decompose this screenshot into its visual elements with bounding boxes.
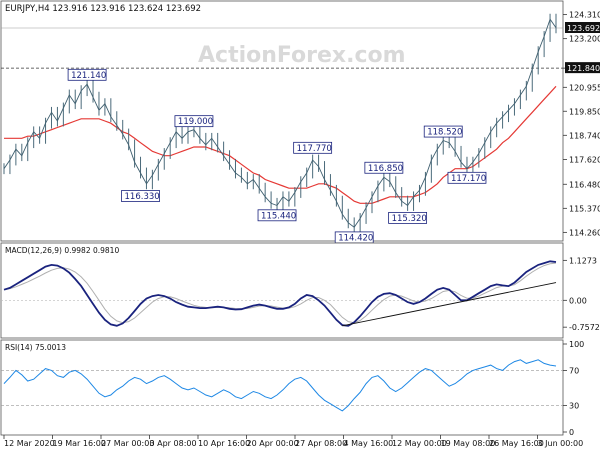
rsi-axis: 100 70 30 0	[563, 340, 584, 437]
time-tick-label: 4 May 16:00	[344, 439, 394, 448]
macd-trendline	[342, 282, 557, 327]
rsi-tick-label: 70	[569, 366, 579, 375]
price-tick-label: 120.955	[569, 83, 600, 92]
rsi-header: RSI(14) 75.0013	[5, 343, 66, 352]
annotation-label: 121.140	[71, 71, 106, 81]
annotation-label: 117.770	[297, 144, 332, 154]
price-tick-label: 114.260	[569, 228, 600, 237]
macd-panel	[0, 242, 564, 339]
price-tick-label: 117.620	[569, 156, 600, 165]
macd-signal-line	[3, 262, 557, 324]
macd-main-line	[3, 260, 557, 327]
annotation-label: 119.000	[178, 117, 213, 127]
annotation-label: 115.320	[392, 214, 427, 224]
time-tick-label: 3 Apr 08:00	[150, 439, 197, 448]
rsi-panel	[0, 339, 564, 436]
annotation-box	[174, 115, 214, 128]
annotation-box	[257, 209, 297, 222]
time-tick-label: 19 Mar 16:00	[53, 439, 106, 448]
price-tick-label: 116.480	[569, 180, 600, 189]
price-tick-label: 123.200	[569, 35, 600, 44]
annotation-box	[423, 125, 463, 138]
macd-tick-label: 0.00	[569, 296, 587, 305]
annotation-box	[364, 161, 404, 174]
price-close-line	[3, 18, 557, 228]
rsi-line	[3, 359, 557, 412]
level-tag-label: 121.840	[567, 64, 600, 73]
symbol-header: EURJPY,H4 123.916 123.916 123.624 123.69…	[5, 4, 201, 14]
annotation-label: 116.850	[368, 164, 403, 174]
price-tick-label: 118.740	[569, 131, 600, 140]
macd-plot	[1, 260, 563, 327]
time-tick-label: 12 May 00:00	[392, 439, 447, 448]
price-axis: 124.310 123.200 121.840 120.955 119.850 118.7…	[563, 11, 600, 237]
price-annotations: 121.140 116.330 119.000 115.440 117.770 114.4…	[67, 68, 487, 243]
annotation-box	[293, 141, 333, 154]
annotation-label: 118.520	[427, 128, 462, 138]
time-tick-label: 10 Apr 16:00	[198, 439, 250, 448]
annotation-box	[121, 190, 160, 202]
time-tick-label: 20 Apr 00:00	[247, 439, 299, 448]
price-tick-label: 124.310	[569, 11, 600, 20]
level-tag	[565, 62, 600, 74]
annotation-label: 115.440	[261, 211, 296, 221]
annotation-box	[388, 211, 428, 224]
time-tick-label: 27 Mar 00:00	[101, 439, 154, 448]
watermark: ActionForex.com	[198, 43, 406, 68]
macd-tick-label: -0.7572	[569, 323, 600, 332]
macd-tick-label: 1.1273	[569, 256, 597, 265]
annotation-box	[67, 68, 107, 81]
annotation-box	[447, 171, 487, 184]
rsi-tick-label: 0	[569, 428, 574, 437]
price-panel	[0, 0, 564, 242]
price-grid	[1, 27, 563, 69]
rsi-tick-label: 100	[569, 340, 584, 349]
time-tick-label: 12 Mar 2020	[4, 439, 55, 448]
macd-header: MACD(12,26,9) 0.9982 0.9810	[5, 246, 119, 255]
time-tick-label: 3 Jun 00:00	[538, 439, 584, 448]
annotation-label: 117.170	[451, 174, 486, 184]
price-tick-label: 119.850	[569, 107, 600, 116]
ema-line	[4, 85, 557, 204]
rsi-tick-label: 30	[569, 402, 579, 411]
time-tick-label: 27 Apr 08:00	[295, 439, 347, 448]
ema-series-line	[4, 85, 557, 204]
current-price-tag	[565, 22, 600, 34]
current-price-label: 123.692	[567, 24, 600, 33]
macd-axis: 1.1273 0.00 -0.7572	[563, 256, 600, 332]
time-tick-label: 19 May 08:00	[441, 439, 496, 448]
rsi-plot	[1, 359, 563, 412]
annotation-label: 116.330	[125, 192, 160, 202]
time-tick-label: 26 May 16:00	[489, 439, 544, 448]
price-line	[3, 13, 557, 233]
annotation-label: 114.420	[338, 233, 373, 243]
price-tick-label: 115.370	[569, 204, 600, 213]
